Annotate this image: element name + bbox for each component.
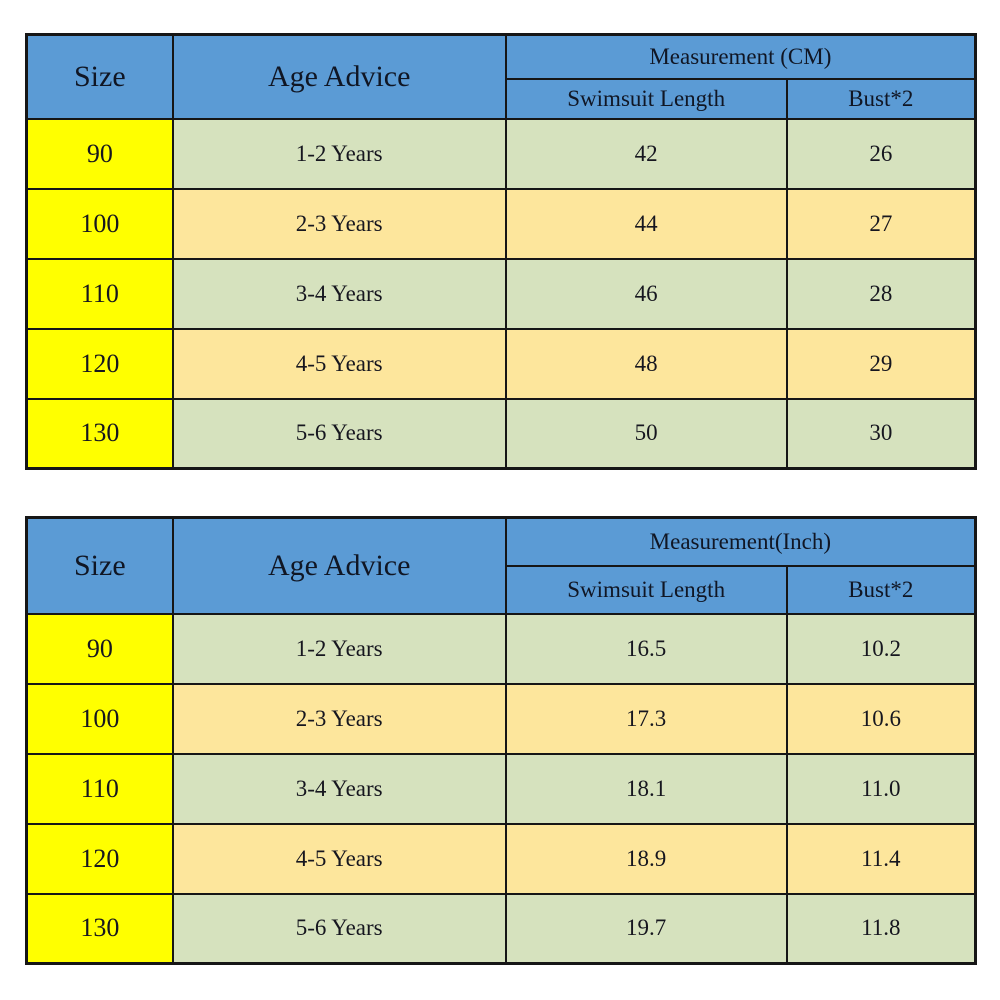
swimsuit-length-cell: 18.1 [504, 752, 788, 825]
table-row: 130 5-6 Years 50 30 [25, 397, 977, 470]
size-cell: 120 [25, 822, 174, 895]
size-column-header: Size [25, 33, 174, 120]
bust-cell: 28 [785, 257, 977, 330]
size-chart-table-cm: Size Age Advice Measurement (CM) Swimsui… [25, 33, 977, 470]
header-row-sub: Swimsuit Length Bust*2 [27, 564, 977, 615]
table-row: 90 1-2 Years 16.5 10.2 [25, 612, 977, 685]
table-row: 120 4-5 Years 18.9 11.4 [25, 822, 977, 895]
table-row: 100 2-3 Years 44 27 [25, 187, 977, 260]
swimsuit-length-cell: 19.7 [504, 892, 788, 965]
size-cell: 120 [25, 327, 174, 400]
table-row: 130 5-6 Years 19.7 11.8 [25, 892, 977, 965]
swimsuit-length-cell: 42 [504, 117, 788, 190]
header-row-sub: Swimsuit Length Bust*2 [27, 77, 977, 120]
age-cell: 4-5 Years [171, 327, 507, 400]
bust-cell: 29 [785, 327, 977, 400]
size-cell: 100 [25, 682, 174, 755]
table-row: 100 2-3 Years 17.3 10.6 [25, 682, 977, 755]
swimsuit-length-column-header: Swimsuit Length [504, 77, 788, 120]
age-cell: 3-4 Years [171, 752, 507, 825]
table-row: 110 3-4 Years 46 28 [25, 257, 977, 330]
size-cell: 100 [25, 187, 174, 260]
size-cell: 110 [25, 752, 174, 825]
swimsuit-length-cell: 44 [504, 187, 788, 260]
swimsuit-length-cell: 50 [504, 397, 788, 470]
header-row-main: Size Age Advice Measurement(Inch) [25, 516, 977, 615]
age-cell: 5-6 Years [171, 397, 507, 470]
bust-column-header: Bust*2 [785, 77, 977, 120]
bust-cell: 27 [785, 187, 977, 260]
age-cell: 2-3 Years [171, 682, 507, 755]
age-cell: 1-2 Years [171, 612, 507, 685]
bust-cell: 10.6 [785, 682, 977, 755]
swimsuit-length-cell: 48 [504, 327, 788, 400]
swimsuit-length-column-header: Swimsuit Length [504, 564, 788, 615]
bust-cell: 30 [785, 397, 977, 470]
bust-column-header: Bust*2 [785, 564, 977, 615]
bust-cell: 10.2 [785, 612, 977, 685]
table-row: 110 3-4 Years 18.1 11.0 [25, 752, 977, 825]
bust-cell: 11.8 [785, 892, 977, 965]
table-row: 90 1-2 Years 42 26 [25, 117, 977, 190]
swimsuit-length-cell: 16.5 [504, 612, 788, 685]
age-advice-column-header: Age Advice [171, 516, 507, 615]
swimsuit-length-cell: 18.9 [504, 822, 788, 895]
swimsuit-length-cell: 46 [504, 257, 788, 330]
size-column-header: Size [25, 516, 174, 615]
bust-cell: 26 [785, 117, 977, 190]
age-cell: 1-2 Years [171, 117, 507, 190]
measurement-cm-header: Measurement (CM) [504, 33, 977, 80]
size-cell: 90 [25, 612, 174, 685]
swimsuit-length-cell: 17.3 [504, 682, 788, 755]
bust-cell: 11.0 [785, 752, 977, 825]
size-cell: 130 [25, 892, 174, 965]
age-cell: 5-6 Years [171, 892, 507, 965]
bust-cell: 11.4 [785, 822, 977, 895]
size-cell: 90 [25, 117, 174, 190]
measurement-inch-header: Measurement(Inch) [504, 516, 977, 567]
age-cell: 4-5 Years [171, 822, 507, 895]
table-row: 120 4-5 Years 48 29 [25, 327, 977, 400]
size-cell: 110 [25, 257, 174, 330]
size-cell: 130 [25, 397, 174, 470]
age-cell: 3-4 Years [171, 257, 507, 330]
age-advice-column-header: Age Advice [171, 33, 507, 120]
age-cell: 2-3 Years [171, 187, 507, 260]
size-chart-table-inch: Size Age Advice Measurement(Inch) Swimsu… [25, 516, 977, 965]
header-row-main: Size Age Advice Measurement (CM) [25, 33, 977, 120]
